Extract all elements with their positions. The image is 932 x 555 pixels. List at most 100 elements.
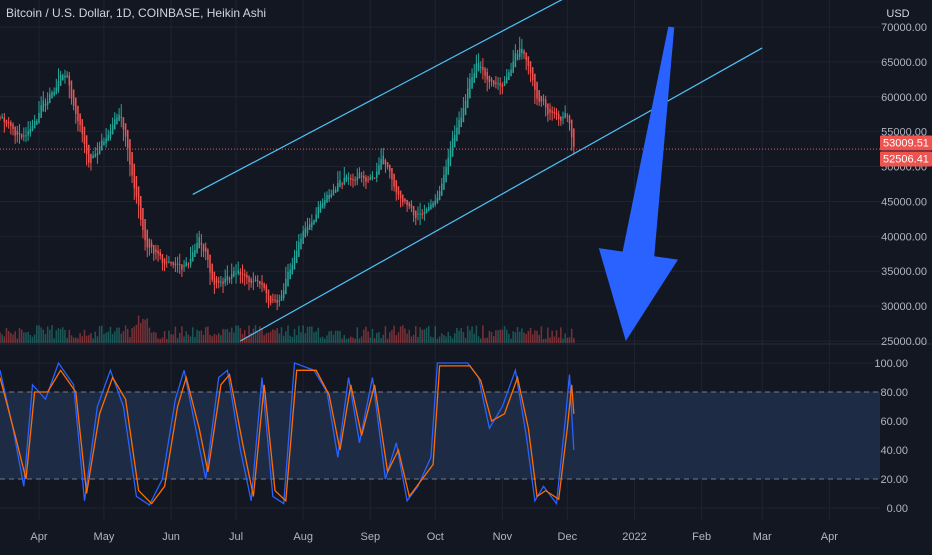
channel-lines[interactable]	[192, 0, 763, 342]
volume-bar	[150, 332, 153, 343]
volume-bar	[176, 337, 179, 343]
candle-body	[20, 133, 23, 138]
time-axis[interactable]: Apr May Jun Jul Aug Sep Oct Nov Dec 2022 Feb Mar Apr	[30, 531, 838, 543]
candle-body	[423, 212, 426, 215]
candle-body	[178, 264, 181, 266]
candle-body	[51, 92, 53, 99]
volume-bar	[228, 332, 231, 343]
candle-body	[451, 138, 454, 157]
stochastic-axis[interactable]: 100.00 80.00 60.00 40.00 20.00 0.00	[874, 358, 908, 515]
candle-body	[105, 138, 107, 144]
volume-bar	[131, 328, 133, 343]
candle-body	[278, 300, 281, 302]
channel-line-lower[interactable]	[240, 47, 763, 342]
candle-body	[287, 271, 289, 287]
candle-body	[393, 173, 395, 187]
volume-bar	[152, 331, 155, 343]
volume-bar	[64, 329, 66, 343]
volume-bar	[402, 325, 404, 343]
candle-body	[161, 254, 164, 263]
volume-bar	[55, 330, 58, 343]
volume-bar	[20, 329, 23, 343]
down-arrow-shape	[598, 26, 679, 342]
volume-bar	[174, 326, 177, 343]
candle-body	[443, 175, 445, 190]
candle-body	[384, 160, 387, 165]
channel-line-upper[interactable]	[192, 0, 563, 195]
time-tick-label: 2022	[622, 531, 646, 543]
candle-body	[66, 74, 68, 77]
volume-bar	[350, 336, 352, 343]
volume-bar	[230, 327, 233, 343]
volume-bar	[191, 327, 194, 343]
volume-bar	[471, 326, 473, 343]
volume-bar	[399, 326, 402, 343]
candle-body	[282, 290, 285, 299]
candle-body	[540, 95, 543, 102]
volume-bar	[499, 329, 501, 343]
volume-bar	[196, 329, 198, 343]
volume-bar	[417, 336, 419, 343]
candle-body	[404, 198, 406, 202]
volume-bar	[181, 326, 183, 343]
volume-bar	[111, 333, 114, 343]
candle-body	[363, 175, 365, 179]
candles[interactable]	[0, 36, 575, 311]
volume-bar	[492, 336, 495, 343]
volume-bar	[527, 331, 530, 343]
candle-body	[477, 63, 480, 71]
candle-body	[185, 262, 187, 267]
candle-body	[460, 117, 462, 128]
volume-bar	[570, 328, 573, 343]
candle-body	[165, 261, 168, 263]
volume-bar	[185, 331, 187, 343]
candle-body	[547, 103, 549, 115]
volume-bar	[103, 333, 105, 343]
price-tags: 53009.51 52506.41	[880, 135, 932, 167]
volume-bar	[427, 326, 430, 343]
price-tick-label: 70000.00	[881, 22, 927, 34]
currency-label[interactable]: USD	[886, 8, 909, 20]
volume-bar	[447, 331, 450, 343]
candle-body	[573, 128, 575, 147]
time-tick-label: Dec	[558, 531, 578, 543]
candle-body	[319, 204, 322, 213]
candle-body	[332, 189, 335, 196]
candle-body	[304, 228, 307, 238]
volume-bar	[382, 334, 385, 343]
volume-bar	[44, 334, 47, 343]
volume-bar	[397, 332, 400, 343]
down-arrow-icon[interactable]	[598, 26, 679, 342]
candle-body	[25, 135, 27, 137]
candle-body	[315, 214, 317, 223]
volume-bar	[308, 326, 311, 343]
candle-body	[62, 75, 64, 81]
candle-body	[358, 172, 361, 179]
volume-bar	[339, 331, 341, 343]
volume-bar	[367, 331, 369, 343]
volume-bar	[254, 325, 257, 343]
volume-bar	[319, 337, 322, 343]
volume-bar	[142, 318, 144, 343]
time-tick-label: Jul	[229, 531, 243, 543]
candle-body	[531, 67, 534, 81]
candle-body	[259, 280, 261, 285]
volume-bar	[233, 332, 235, 343]
candle-body	[183, 265, 185, 267]
candle-body	[544, 99, 547, 108]
candle-body	[347, 177, 350, 179]
volume-bar	[5, 328, 8, 343]
candle-body	[172, 262, 174, 265]
volume-bar	[343, 335, 346, 343]
volume-bar	[356, 327, 359, 343]
volume-bar	[16, 338, 19, 343]
volume-bar	[547, 327, 549, 343]
volume-bar	[479, 338, 482, 343]
candle-body	[77, 105, 79, 122]
candle-body	[3, 117, 6, 123]
candle-body	[31, 125, 34, 132]
time-tick-label: Sep	[360, 531, 380, 543]
volume-bar	[384, 326, 387, 343]
volume-bar	[300, 332, 302, 343]
volume-bar	[345, 338, 348, 343]
